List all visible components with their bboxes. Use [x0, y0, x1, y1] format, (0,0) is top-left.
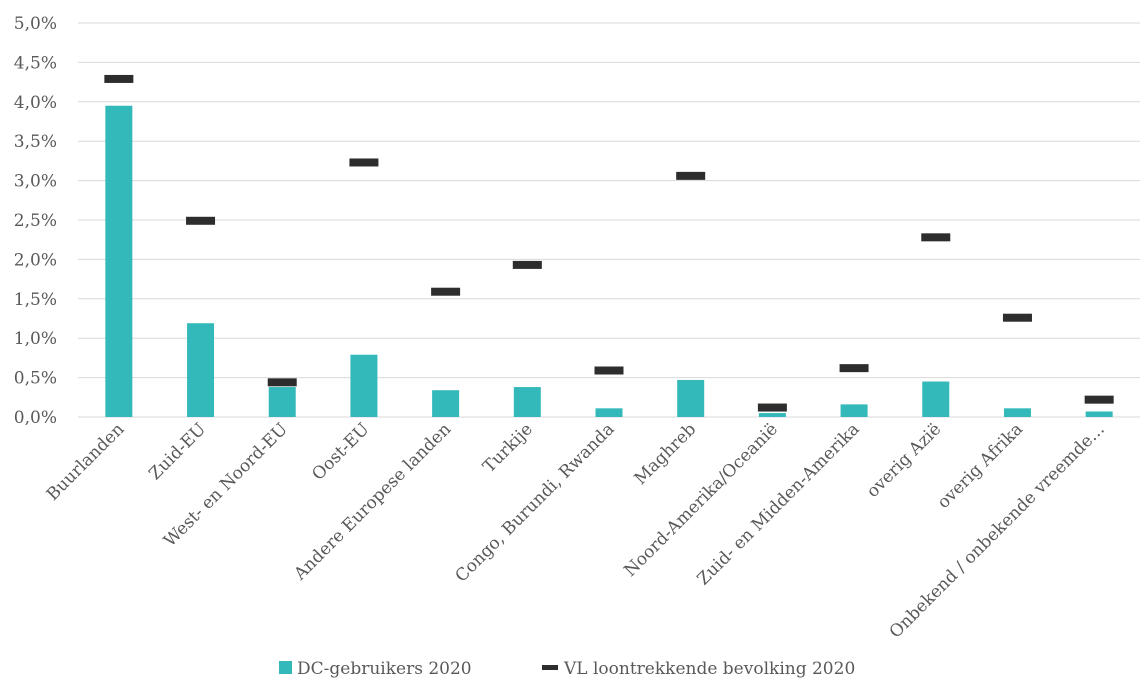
marker [186, 216, 216, 225]
bar [105, 105, 133, 418]
bar [758, 413, 786, 417]
x-tick-label: Zuid- en Midden-Amerika [694, 419, 864, 589]
marker [757, 403, 787, 412]
y-tick-label: 4,0% [14, 93, 57, 113]
x-tick-label: Oost-EU [308, 419, 373, 484]
x-tick-label: Andere Europese landen [290, 419, 456, 585]
x-tick-label: Maghreb [631, 419, 701, 489]
marker [512, 260, 542, 269]
bar [840, 404, 868, 417]
x-tick-label: Turkije [479, 419, 537, 477]
marker [267, 378, 297, 387]
x-tick-label: Zuid-EU [145, 419, 210, 484]
marker [594, 366, 624, 375]
marker [1002, 313, 1032, 322]
marker [349, 158, 379, 167]
y-tick-label: 1,5% [14, 290, 57, 310]
legend-swatch-marker [542, 665, 558, 670]
legend: DC-gebruikers 2020 VL loontrekkende bevo… [279, 659, 855, 679]
marker [839, 364, 869, 373]
marker [1084, 395, 1114, 404]
x-tick-label: overig Azië [863, 419, 945, 501]
y-tick-label: 2,5% [14, 211, 57, 231]
x-tick-label: overig Afrika [934, 419, 1027, 512]
bars [105, 105, 1113, 418]
y-tick-label: 0,0% [14, 408, 57, 428]
legend-label-bar: DC-gebruikers 2020 [297, 659, 472, 679]
bar [187, 323, 215, 417]
bar [268, 387, 296, 417]
bar [922, 381, 950, 417]
bar [350, 354, 378, 417]
y-tick-label: 0,5% [14, 369, 57, 389]
y-tick-label: 4,5% [14, 53, 57, 73]
bar [432, 390, 460, 417]
y-tick-label: 2,0% [14, 250, 57, 270]
bar [677, 379, 705, 417]
y-tick-label: 3,0% [14, 172, 57, 192]
legend-swatch-bar [279, 661, 292, 674]
marker [921, 233, 951, 242]
legend-label-marker: VL loontrekkende bevolking 2020 [563, 659, 855, 679]
marker [676, 171, 706, 180]
markers [104, 74, 1114, 412]
x-tick-label: Noord-Amerika/Oceanië [620, 419, 781, 580]
bar [595, 408, 623, 417]
bar [513, 387, 541, 417]
y-axis-ticks: 0,0% 0,5% 1,0% 1,5% 2,0% 2,5% 3,0% 3,5% 4,0% 4,5%… [14, 14, 57, 428]
marker [431, 287, 461, 296]
y-tick-label: 5,0% [14, 14, 57, 34]
y-tick-label: 3,5% [14, 132, 57, 152]
x-tick-label: Buurlanden [43, 419, 129, 505]
x-tick-label: Congo, Burundi, Rwanda [452, 419, 619, 586]
marker [104, 74, 134, 83]
bar [1085, 411, 1113, 417]
bar [1003, 408, 1031, 417]
grid-lines [78, 22, 1140, 418]
y-tick-label: 1,0% [14, 329, 57, 349]
